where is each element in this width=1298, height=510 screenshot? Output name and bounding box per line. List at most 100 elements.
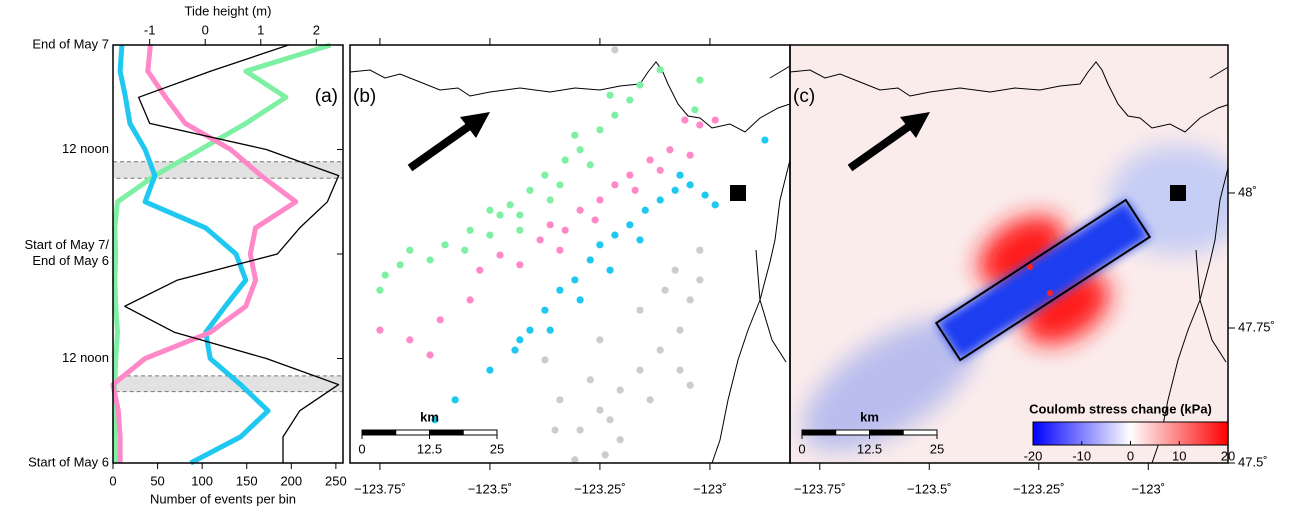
earthquake-point: [382, 271, 389, 278]
earthquake-point: [486, 207, 493, 214]
x-tick-label: 50: [150, 473, 164, 488]
earthquake-point: [547, 221, 554, 228]
earthquake-point: [376, 287, 383, 294]
colorbar-tick-label: -10: [1072, 448, 1091, 463]
earthquake-point: [687, 382, 694, 389]
x2-tick-label: 1: [257, 22, 264, 37]
earthquake-point: [437, 316, 444, 323]
earthquake-point: [712, 116, 719, 123]
coastline: [350, 62, 790, 463]
scale-bar-segment: [836, 430, 870, 435]
earthquake-point: [397, 261, 404, 268]
earthquake-point: [587, 256, 594, 263]
x2-tick-label: 0: [202, 22, 209, 37]
earthquake-point: [452, 396, 459, 403]
earthquake-point: [617, 436, 624, 443]
earthquake-point: [556, 287, 563, 294]
scale-bar-segment: [430, 430, 464, 435]
earthquake-point: [556, 396, 563, 403]
scale-bar-label: km: [420, 409, 439, 424]
earthquake-point: [696, 276, 703, 283]
earthquake-point: [541, 172, 548, 179]
earthquake-point: [496, 251, 503, 258]
page: {"chart_data": [ {"type": "line", "label…: [0, 0, 1298, 510]
y-tick-label: 47.75˚: [1238, 319, 1275, 334]
scale-bar-segment: [802, 430, 836, 435]
earthquake-point: [606, 92, 613, 99]
earthquake-point: [516, 336, 523, 343]
earthquake-point: [712, 201, 719, 208]
x-tick-label: −123.5˚: [468, 481, 512, 496]
colorbar-tick-label: -20: [1024, 448, 1043, 463]
earthquake-point: [526, 187, 533, 194]
earthquake-point: [571, 276, 578, 283]
scale-bar-segment: [903, 430, 937, 435]
earthquake-point: [596, 406, 603, 413]
earthquake-point: [547, 196, 554, 203]
scale-bar-segment: [463, 430, 497, 435]
scale-bar-segment: [362, 430, 396, 435]
x-tick-label: −123.75˚: [794, 481, 846, 496]
scale-bar-tick-label: 0: [798, 441, 805, 456]
earthquake-point: [646, 396, 653, 403]
earthquake-point: [696, 77, 703, 84]
earthquake-point: [602, 451, 609, 458]
earthquake-point: [556, 247, 563, 254]
scale-bar-segment: [870, 430, 904, 435]
y-tick-label: 12 noon: [62, 141, 109, 156]
x2-axis-title: Tide height (m): [185, 3, 272, 18]
earthquake-point: [406, 336, 413, 343]
earthquake-point: [761, 136, 768, 143]
plot-frame: [113, 45, 343, 463]
earthquake-point: [676, 327, 683, 334]
earthquake-point: [516, 227, 523, 234]
colorbar-tick-label: 10: [1172, 448, 1186, 463]
earthquake-point: [687, 181, 694, 188]
earthquake-point: [596, 196, 603, 203]
x-tick-label: −123.25˚: [1013, 481, 1065, 496]
earthquake-point: [657, 66, 664, 73]
earthquake-point: [577, 296, 584, 303]
scale-bar-label: km: [860, 409, 879, 424]
x-axis-title: Number of events per bin: [150, 491, 296, 506]
tide-line: [125, 45, 339, 463]
earthquake-point: [596, 126, 603, 133]
earthquake-point: [606, 267, 613, 274]
earthquake-point: [426, 351, 433, 358]
earthquake-point: [536, 236, 543, 243]
scale-bar-segment: [396, 430, 430, 435]
x2-tick-label: -1: [144, 22, 156, 37]
earthquake-point: [661, 287, 668, 294]
earthquake-point: [577, 426, 584, 433]
earthquake-point: [587, 161, 594, 168]
earthquake-point: [636, 367, 643, 374]
earthquake-point: [496, 212, 503, 219]
figure: 050100150200250-1012Start of May 612 noo…: [0, 0, 1298, 510]
earthquake-point: [577, 207, 584, 214]
earthquake-point: [577, 146, 584, 153]
earthquake-point: [441, 241, 448, 248]
earthquake-point: [486, 231, 493, 238]
earthquake-point: [626, 172, 633, 179]
earthquake-point: [461, 247, 468, 254]
earthquake-point: [507, 201, 514, 208]
earthquake-point: [611, 112, 618, 119]
earthquake-point: [657, 196, 664, 203]
event-count-line: [120, 45, 268, 463]
scale-bar-tick-label: 25: [490, 441, 504, 456]
earthquake-point: [691, 106, 698, 113]
earthquake-point: [511, 347, 518, 354]
x-tick-label: −123.75˚: [354, 481, 406, 496]
tide-peak-band: [113, 376, 343, 392]
earthquake-point: [701, 192, 708, 199]
x-tick-label: −123.25˚: [574, 481, 626, 496]
earthquake-point: [636, 81, 643, 88]
x-tick-label: 200: [280, 473, 302, 488]
scale-bar-tick-label: 25: [930, 441, 944, 456]
earthquake-point: [626, 96, 633, 103]
earthquake-point: [611, 46, 618, 53]
earthquake-point: [676, 172, 683, 179]
colorbar-tick-label: 20: [1221, 448, 1235, 463]
x2-tick-label: 2: [313, 22, 320, 37]
earthquake-point: [591, 216, 598, 223]
